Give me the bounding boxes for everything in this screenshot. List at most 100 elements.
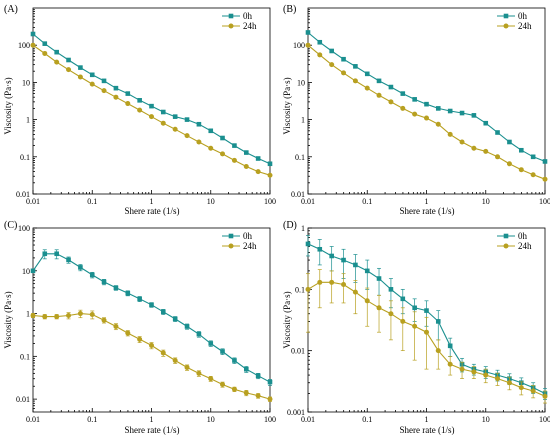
panel-a-point-0h [196, 121, 202, 127]
panel-c-xlabel: Shere rate (1/s) [125, 425, 180, 435]
panel-c-point-0h [54, 251, 59, 257]
panel-b-point-0h [400, 91, 406, 96]
panel-b-legend-label-0h: 0h [518, 11, 528, 21]
panel-d-legend-label-24h: 24h [518, 241, 532, 251]
panel-c-ytick-label: 10 [22, 267, 30, 276]
panel-b-point-0h [388, 84, 394, 90]
panel-c-point-0h [208, 341, 214, 346]
panel-c-point-24h [125, 330, 131, 336]
panel-c-point-24h [77, 311, 83, 317]
panel-a-point-0h [149, 103, 154, 109]
panel-b-xtick-label: 0.01 [301, 197, 315, 206]
panel-b-point-24h [530, 172, 536, 178]
panel-a-point-0h [125, 91, 131, 96]
panel-b-point-0h [412, 97, 417, 102]
panel-b-point-24h [483, 148, 489, 154]
panel-a-point-24h [196, 139, 202, 145]
panel-c-plot-frame [32, 227, 271, 413]
panel-a-point-0h [172, 114, 178, 119]
panel-b-point-24h [471, 145, 477, 151]
panel-b-point-0h [364, 71, 370, 77]
panel-a-xtick-label: 10 [207, 197, 215, 206]
panel-c-point-24h [89, 312, 95, 318]
panel-d-point-0h [364, 268, 370, 274]
panel-a-ytick-label: 0.1 [20, 153, 30, 162]
panel-c-xtick-label: 1 [150, 415, 154, 424]
panel-a-point-24h [208, 145, 214, 151]
panel-a-point-0h [232, 143, 237, 148]
panel-b-point-0h [530, 154, 536, 160]
panel-c-ylabel: Viscosity (Pa·s) [3, 291, 13, 348]
panel-a-point-24h [89, 81, 95, 87]
panel-c-point-24h [208, 376, 214, 382]
panel-b-point-0h [447, 108, 453, 114]
panel-b-xtick-label: 1 [425, 197, 429, 206]
panel-b-point-0h [376, 78, 382, 84]
panel-d-point-0h [305, 241, 311, 247]
panel-d-point-0h [400, 296, 406, 302]
panel-b-point-0h [471, 113, 477, 118]
panel-b-point-24h [506, 161, 512, 167]
panel-a-point-0h [113, 85, 119, 91]
panel-a-point-0h [101, 78, 107, 84]
panel-c-point-24h [54, 314, 60, 320]
panel-d-point-0h [388, 287, 394, 292]
panel-d-letter: (D) [283, 220, 297, 231]
panel-d-xtick-label: 100 [539, 415, 550, 424]
panel-a-point-24h [149, 114, 154, 120]
panel-c-point-24h [184, 364, 190, 370]
panel-c-ytick-label: 0.01 [16, 395, 30, 404]
panel-d-point-24h [412, 323, 418, 329]
panel-c-letter: (C) [4, 220, 17, 231]
panel-c-point-24h [42, 314, 48, 320]
panel-c-point-0h [125, 290, 131, 296]
panel-d-point-24h [495, 376, 501, 382]
panel-b-point-0h [495, 130, 500, 135]
panel-c-point-0h [196, 331, 202, 337]
panel-a-point-24h [113, 94, 119, 100]
panel-b-ytick-label: 1 [301, 116, 305, 125]
panel-b-point-24h [376, 92, 382, 98]
panel-d-point-24h [424, 329, 429, 335]
panel-b-point-0h [542, 159, 548, 164]
panel-d-point-24h [471, 369, 477, 375]
panel-c-point-24h [160, 350, 166, 356]
panel-b-ylabel: Viscosity (Pa·s) [282, 77, 292, 134]
panel-c-point-0h [113, 285, 119, 291]
panel-d-point-0h [341, 257, 346, 263]
panel-b-legend-label-24h: 24h [518, 21, 532, 31]
panel-c-ytick-label: 100 [18, 224, 30, 233]
panel-a-point-24h [30, 42, 36, 48]
panel-a: (A) Viscosity (Pa·s) Shere rate (1/s) 0.… [3, 4, 276, 216]
panel-d: (D) Viscosity (Pa·s) Shere rate (1/s) 0.… [282, 220, 550, 435]
panel-d-point-24h [376, 305, 382, 311]
panel-d-xtick-label: 0.01 [301, 415, 315, 424]
panel-b-point-24h [305, 42, 311, 48]
panel-a-legend-label-24h: 24h [243, 21, 257, 31]
panel-d-point-0h [424, 308, 429, 313]
panel-b-point-24h [400, 105, 406, 111]
panel-d-point-24h [352, 289, 358, 295]
panel-a-plot-frame [32, 7, 271, 195]
panel-d-point-24h [506, 380, 512, 386]
panel-c-point-0h [243, 366, 249, 372]
panel-c-legend-label-0h: 0h [243, 231, 253, 241]
panel-a-point-24h [255, 169, 261, 175]
panel-d-ytick-label: 0.1 [295, 285, 305, 294]
panel-d-point-24h [329, 279, 335, 285]
panel-d-point-24h [317, 279, 323, 285]
panel-c-xtick-label: 0.1 [87, 415, 97, 424]
panel-d-point-24h [364, 298, 370, 304]
panel-a-point-24h [220, 151, 226, 157]
panel-c-xtick-label: 0.01 [26, 415, 40, 424]
panel-b-point-24h [341, 70, 347, 76]
panel-a-legend-marker-24h [228, 23, 234, 29]
panel-d-point-0h [317, 246, 323, 252]
panel-c-point-0h [101, 279, 107, 285]
panel-b-point-0h [518, 147, 524, 153]
panel-b-line-24h [307, 44, 546, 180]
panel-d-legend-marker-24h [503, 243, 509, 249]
panel-c-point-24h [243, 390, 249, 396]
panel-c-point-0h [184, 324, 190, 329]
panel-c-point-0h [172, 316, 178, 322]
